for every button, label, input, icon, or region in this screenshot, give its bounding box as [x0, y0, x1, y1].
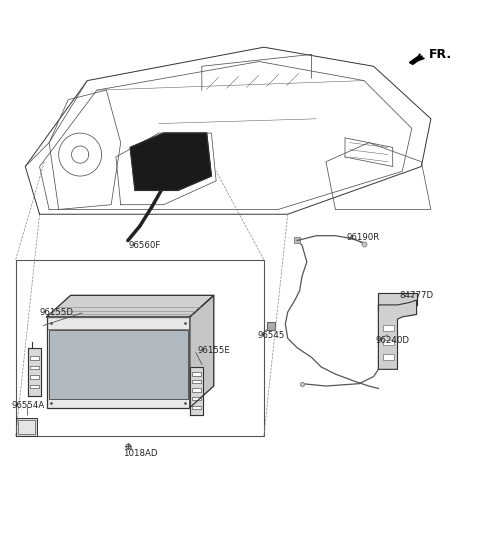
Bar	[192, 388, 201, 392]
Bar	[49, 330, 188, 399]
Polygon shape	[47, 295, 214, 317]
Text: 96240D: 96240D	[376, 336, 410, 345]
Text: 96554A: 96554A	[11, 401, 44, 409]
Polygon shape	[130, 133, 211, 191]
Bar	[30, 384, 38, 388]
Bar	[30, 375, 38, 379]
Bar	[192, 372, 201, 376]
Polygon shape	[190, 367, 203, 415]
Text: 96190R: 96190R	[347, 232, 380, 242]
Polygon shape	[28, 348, 41, 396]
Text: FR.: FR.	[429, 48, 452, 61]
Bar	[383, 354, 394, 360]
Polygon shape	[378, 300, 417, 369]
Text: 96545: 96545	[257, 331, 285, 340]
Bar	[383, 340, 394, 345]
Text: 96155E: 96155E	[197, 346, 230, 355]
Bar	[192, 406, 201, 409]
Text: 96560F: 96560F	[128, 241, 161, 250]
Bar	[192, 380, 201, 383]
Text: 1018AD: 1018AD	[122, 449, 157, 458]
Bar	[30, 365, 38, 369]
Polygon shape	[409, 56, 422, 65]
Bar	[47, 317, 190, 407]
Bar	[16, 260, 264, 436]
Bar	[16, 418, 37, 436]
Polygon shape	[190, 295, 214, 407]
Polygon shape	[378, 293, 417, 310]
Text: 84777D: 84777D	[399, 291, 433, 300]
Bar	[30, 356, 38, 360]
Text: 96155D: 96155D	[39, 307, 73, 317]
Bar	[192, 397, 201, 400]
Bar	[383, 325, 394, 331]
Bar	[18, 420, 35, 434]
